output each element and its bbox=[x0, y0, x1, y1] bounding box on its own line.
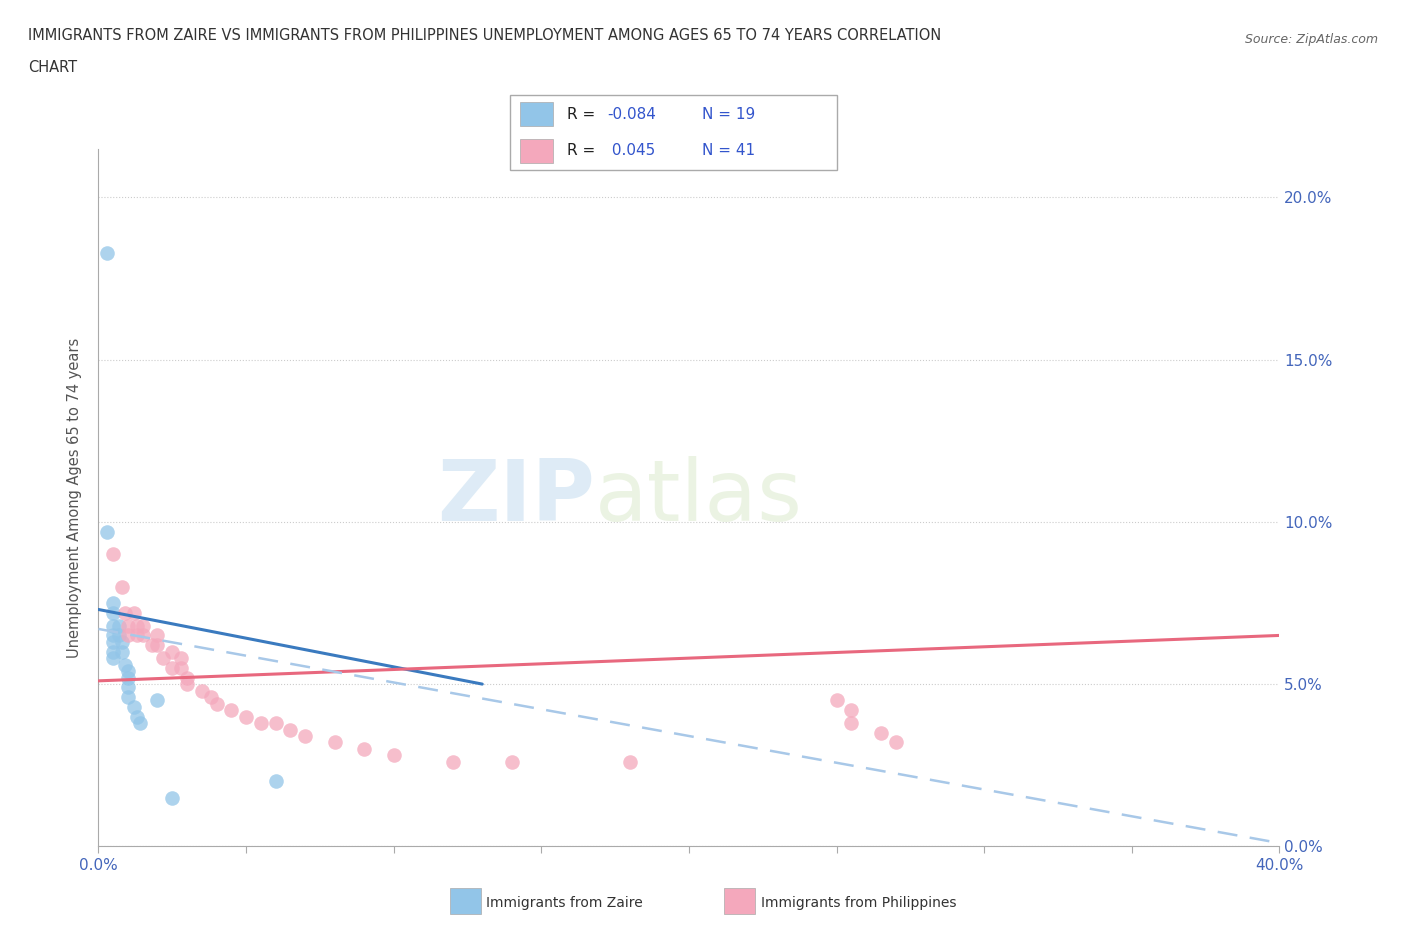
Point bbox=[108, 628, 131, 643]
Point bbox=[117, 618, 139, 633]
Point bbox=[146, 628, 169, 643]
Point bbox=[264, 774, 287, 789]
Text: N = 19: N = 19 bbox=[702, 107, 755, 122]
Point bbox=[323, 735, 346, 750]
Point bbox=[128, 715, 150, 730]
Point bbox=[103, 644, 125, 659]
Point bbox=[841, 715, 863, 730]
Text: Immigrants from Zaire: Immigrants from Zaire bbox=[486, 896, 643, 910]
Point bbox=[884, 735, 907, 750]
Point bbox=[382, 748, 405, 763]
Point bbox=[125, 709, 148, 724]
Point bbox=[205, 697, 228, 711]
Point bbox=[114, 605, 136, 620]
Point bbox=[501, 754, 523, 769]
Point bbox=[278, 722, 302, 737]
Point bbox=[176, 671, 198, 685]
Point bbox=[103, 547, 125, 562]
Point bbox=[103, 634, 125, 649]
Point bbox=[869, 725, 891, 740]
Point bbox=[162, 660, 183, 675]
Text: N = 41: N = 41 bbox=[702, 143, 755, 158]
Point bbox=[111, 579, 134, 594]
Point bbox=[117, 628, 139, 643]
Point bbox=[250, 715, 273, 730]
Point bbox=[170, 651, 193, 666]
Point bbox=[117, 680, 139, 695]
Text: 0.045: 0.045 bbox=[607, 143, 655, 158]
Text: IMMIGRANTS FROM ZAIRE VS IMMIGRANTS FROM PHILIPPINES UNEMPLOYMENT AMONG AGES 65 : IMMIGRANTS FROM ZAIRE VS IMMIGRANTS FROM… bbox=[28, 28, 942, 43]
Point bbox=[162, 644, 183, 659]
Point bbox=[103, 618, 125, 633]
Point bbox=[96, 525, 118, 539]
Text: R =: R = bbox=[567, 143, 600, 158]
Point bbox=[122, 699, 145, 714]
Point bbox=[294, 728, 316, 743]
Point bbox=[191, 684, 214, 698]
Text: ZIP: ZIP bbox=[437, 456, 595, 539]
Point bbox=[117, 664, 139, 679]
Point bbox=[114, 658, 136, 672]
Point bbox=[146, 693, 169, 708]
Point bbox=[122, 605, 145, 620]
Point bbox=[825, 693, 848, 708]
Text: Source: ZipAtlas.com: Source: ZipAtlas.com bbox=[1244, 33, 1378, 46]
Text: -0.084: -0.084 bbox=[607, 107, 657, 122]
Point bbox=[200, 690, 222, 705]
Point bbox=[103, 605, 125, 620]
Point bbox=[619, 754, 641, 769]
Point bbox=[96, 246, 118, 260]
Point bbox=[125, 628, 148, 643]
Text: Immigrants from Philippines: Immigrants from Philippines bbox=[761, 896, 956, 910]
Point bbox=[219, 702, 242, 717]
Point bbox=[103, 595, 125, 610]
FancyBboxPatch shape bbox=[509, 96, 837, 170]
Point bbox=[111, 634, 134, 649]
Point bbox=[176, 677, 198, 692]
Point bbox=[125, 618, 148, 633]
Point bbox=[117, 671, 139, 685]
Point bbox=[146, 638, 169, 653]
Point bbox=[103, 628, 125, 643]
Point bbox=[353, 741, 375, 756]
Point bbox=[235, 709, 257, 724]
Bar bbox=[520, 139, 554, 163]
Text: atlas: atlas bbox=[595, 456, 803, 539]
Point bbox=[162, 790, 183, 805]
Point bbox=[103, 651, 125, 666]
Y-axis label: Unemployment Among Ages 65 to 74 years: Unemployment Among Ages 65 to 74 years bbox=[67, 338, 83, 658]
Point bbox=[132, 618, 155, 633]
Point bbox=[132, 628, 155, 643]
Point bbox=[152, 651, 174, 666]
Bar bbox=[520, 102, 554, 126]
Point bbox=[117, 690, 139, 705]
Point bbox=[841, 702, 863, 717]
Point bbox=[108, 618, 131, 633]
Point bbox=[111, 644, 134, 659]
Text: CHART: CHART bbox=[28, 60, 77, 75]
Point bbox=[170, 660, 193, 675]
Point bbox=[141, 638, 163, 653]
Point bbox=[264, 715, 287, 730]
Text: R =: R = bbox=[567, 107, 600, 122]
Point bbox=[441, 754, 464, 769]
